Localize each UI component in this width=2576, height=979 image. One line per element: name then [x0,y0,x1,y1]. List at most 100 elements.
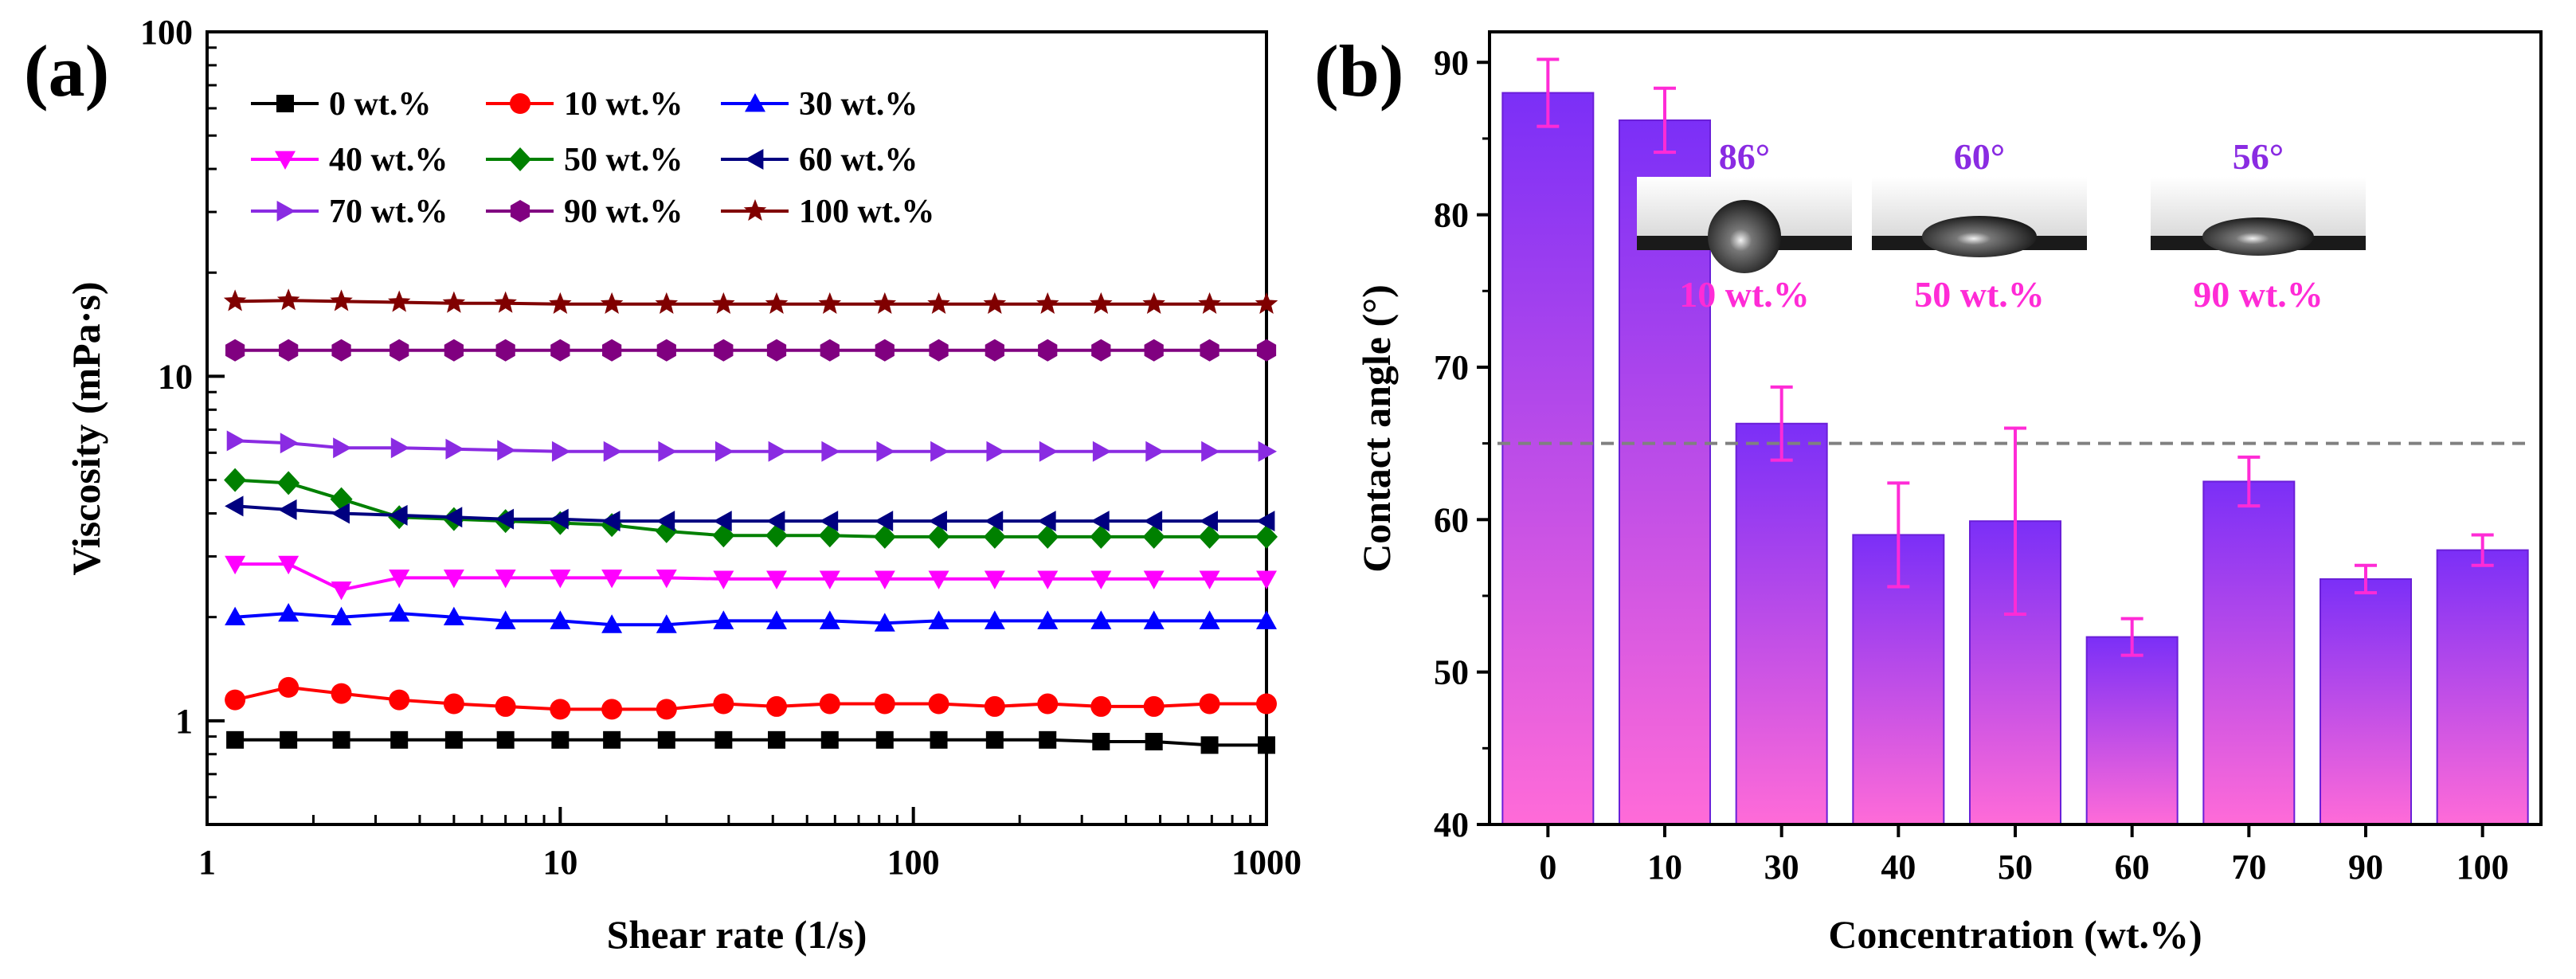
series-100-wt [223,288,1278,314]
y-tick-label-b: 50 [1434,653,1469,692]
x-tick-label-b: 70 [2231,848,2266,887]
data-point-30-wt [443,606,464,626]
data-point-70-wt [821,441,840,462]
data-point-100-wt [655,292,679,314]
data-point-90-wt [495,339,515,362]
data-point-70-wt [876,441,895,462]
legend-entry-30-wt: 30 wt.% [721,86,918,123]
data-point-10-wt [495,695,516,717]
data-point-0-wt [1200,736,1219,754]
data-point-40-wt [874,570,895,589]
data-point-90-wt [766,339,787,362]
data-point-50-wt [1255,524,1278,549]
data-point-60-wt [713,511,732,532]
data-point-10-wt [656,699,677,720]
legend-entry-10-wt: 10 wt.% [486,86,683,123]
data-point-30-wt [819,610,840,629]
y-tick-label-b: 80 [1434,196,1469,235]
data-point-90-wt [1144,339,1164,362]
series-30-wt [225,603,1277,633]
data-point-0-wt [714,730,733,749]
data-point-30-wt [601,614,623,633]
data-point-40-wt [1143,570,1165,589]
data-point-90-wt [929,339,949,362]
legend-entry-70-wt: 70 wt.% [251,194,448,230]
data-point-40-wt [331,582,352,601]
legend-marker [510,93,530,114]
bar-40-wt [1852,534,1945,825]
series-50-wt [224,468,1278,549]
inset-10-wt: 86° 10 wt.% [1637,136,1852,315]
data-point-0-wt [603,730,621,749]
data-point-90-wt [1091,339,1111,362]
legend-marker [275,151,296,170]
data-point-40-wt [766,570,788,589]
x-tick-label-b: 30 [1764,848,1799,887]
data-point-70-wt [714,441,734,462]
data-point-40-wt [278,555,299,575]
data-point-0-wt [226,730,245,749]
data-point-30-wt [389,603,410,622]
legend-marker [745,149,764,170]
x-tick-label-b: 40 [1881,848,1916,887]
data-point-70-wt [390,437,410,459]
x-tick-label-b: 90 [2348,848,2383,887]
data-point-100-wt [1255,292,1278,314]
legend-label: 10 wt.% [564,86,683,123]
inset-concentration-label: 50 wt.% [1914,274,2045,315]
panel-a-legend: 0 wt.% 10 wt.% 30 wt.% 40 wt.% 50 wt.% 60 wt.… [251,86,934,230]
inset-50-wt: 60° 50 wt.% [1872,136,2087,315]
legend-label: 0 wt.% [329,86,431,123]
series-line-50-wt [234,478,1266,538]
data-point-0-wt [1039,730,1057,749]
x-tick-label-b: 60 [2115,848,2150,887]
data-point-10-wt [766,695,788,717]
inset-90-wt: 56° 90 wt.% [2151,136,2366,315]
data-point-10-wt [713,693,734,715]
legend-entry-100-wt: 100 wt.% [721,194,934,230]
series-10-wt [225,676,1277,720]
data-point-10-wt [225,689,246,711]
legend-entry-90-wt: 90 wt.% [486,194,683,230]
legend-entry-40-wt: 40 wt.% [251,142,448,178]
panel-a-axes-frame [206,30,1268,826]
data-point-10-wt [1143,695,1165,717]
data-point-0-wt [1145,732,1163,750]
data-point-70-wt [1145,441,1165,462]
legend-label: 40 wt.% [329,142,448,178]
y-tick-label-b: 70 [1434,348,1469,387]
data-point-100-wt [1198,292,1221,314]
series-line-100-wt [235,299,1266,306]
data-point-70-wt [226,430,246,452]
data-point-100-wt [442,291,466,313]
data-point-30-wt [928,610,949,629]
bar-70-wt [2202,480,2296,825]
data-point-70-wt [1201,441,1220,462]
data-point-0-wt [768,730,786,749]
data-point-10-wt [389,689,410,711]
data-point-60-wt [1256,511,1275,532]
data-point-50-wt [1198,524,1221,549]
data-point-0-wt [820,730,839,749]
legend-label: 70 wt.% [329,194,448,230]
data-point-40-wt [550,569,571,589]
data-point-60-wt [1090,511,1110,532]
data-point-90-wt [820,339,840,362]
y-tick-label-a: 1 [175,702,193,741]
y-tick-label-b: 60 [1434,500,1469,539]
data-point-0-wt [930,730,948,749]
data-point-60-wt [656,511,675,532]
data-point-0-wt [985,730,1004,749]
data-point-10-wt [1037,693,1059,715]
data-point-90-wt [390,339,409,362]
panel-b-contact-angle-chart: (b) 0 10 30 40 50 60 70 90 100 40 50 60 70 80 90 86° 10… [1314,30,2543,957]
data-point-90-wt [1038,339,1058,362]
bar-100-wt [2436,549,2529,825]
data-point-10-wt [278,676,299,698]
data-point-30-wt [1143,610,1165,629]
data-point-60-wt [766,511,785,532]
data-point-70-wt [333,437,352,459]
data-point-100-wt [223,289,247,311]
legend-marker [276,95,294,112]
data-point-10-wt [874,693,895,715]
